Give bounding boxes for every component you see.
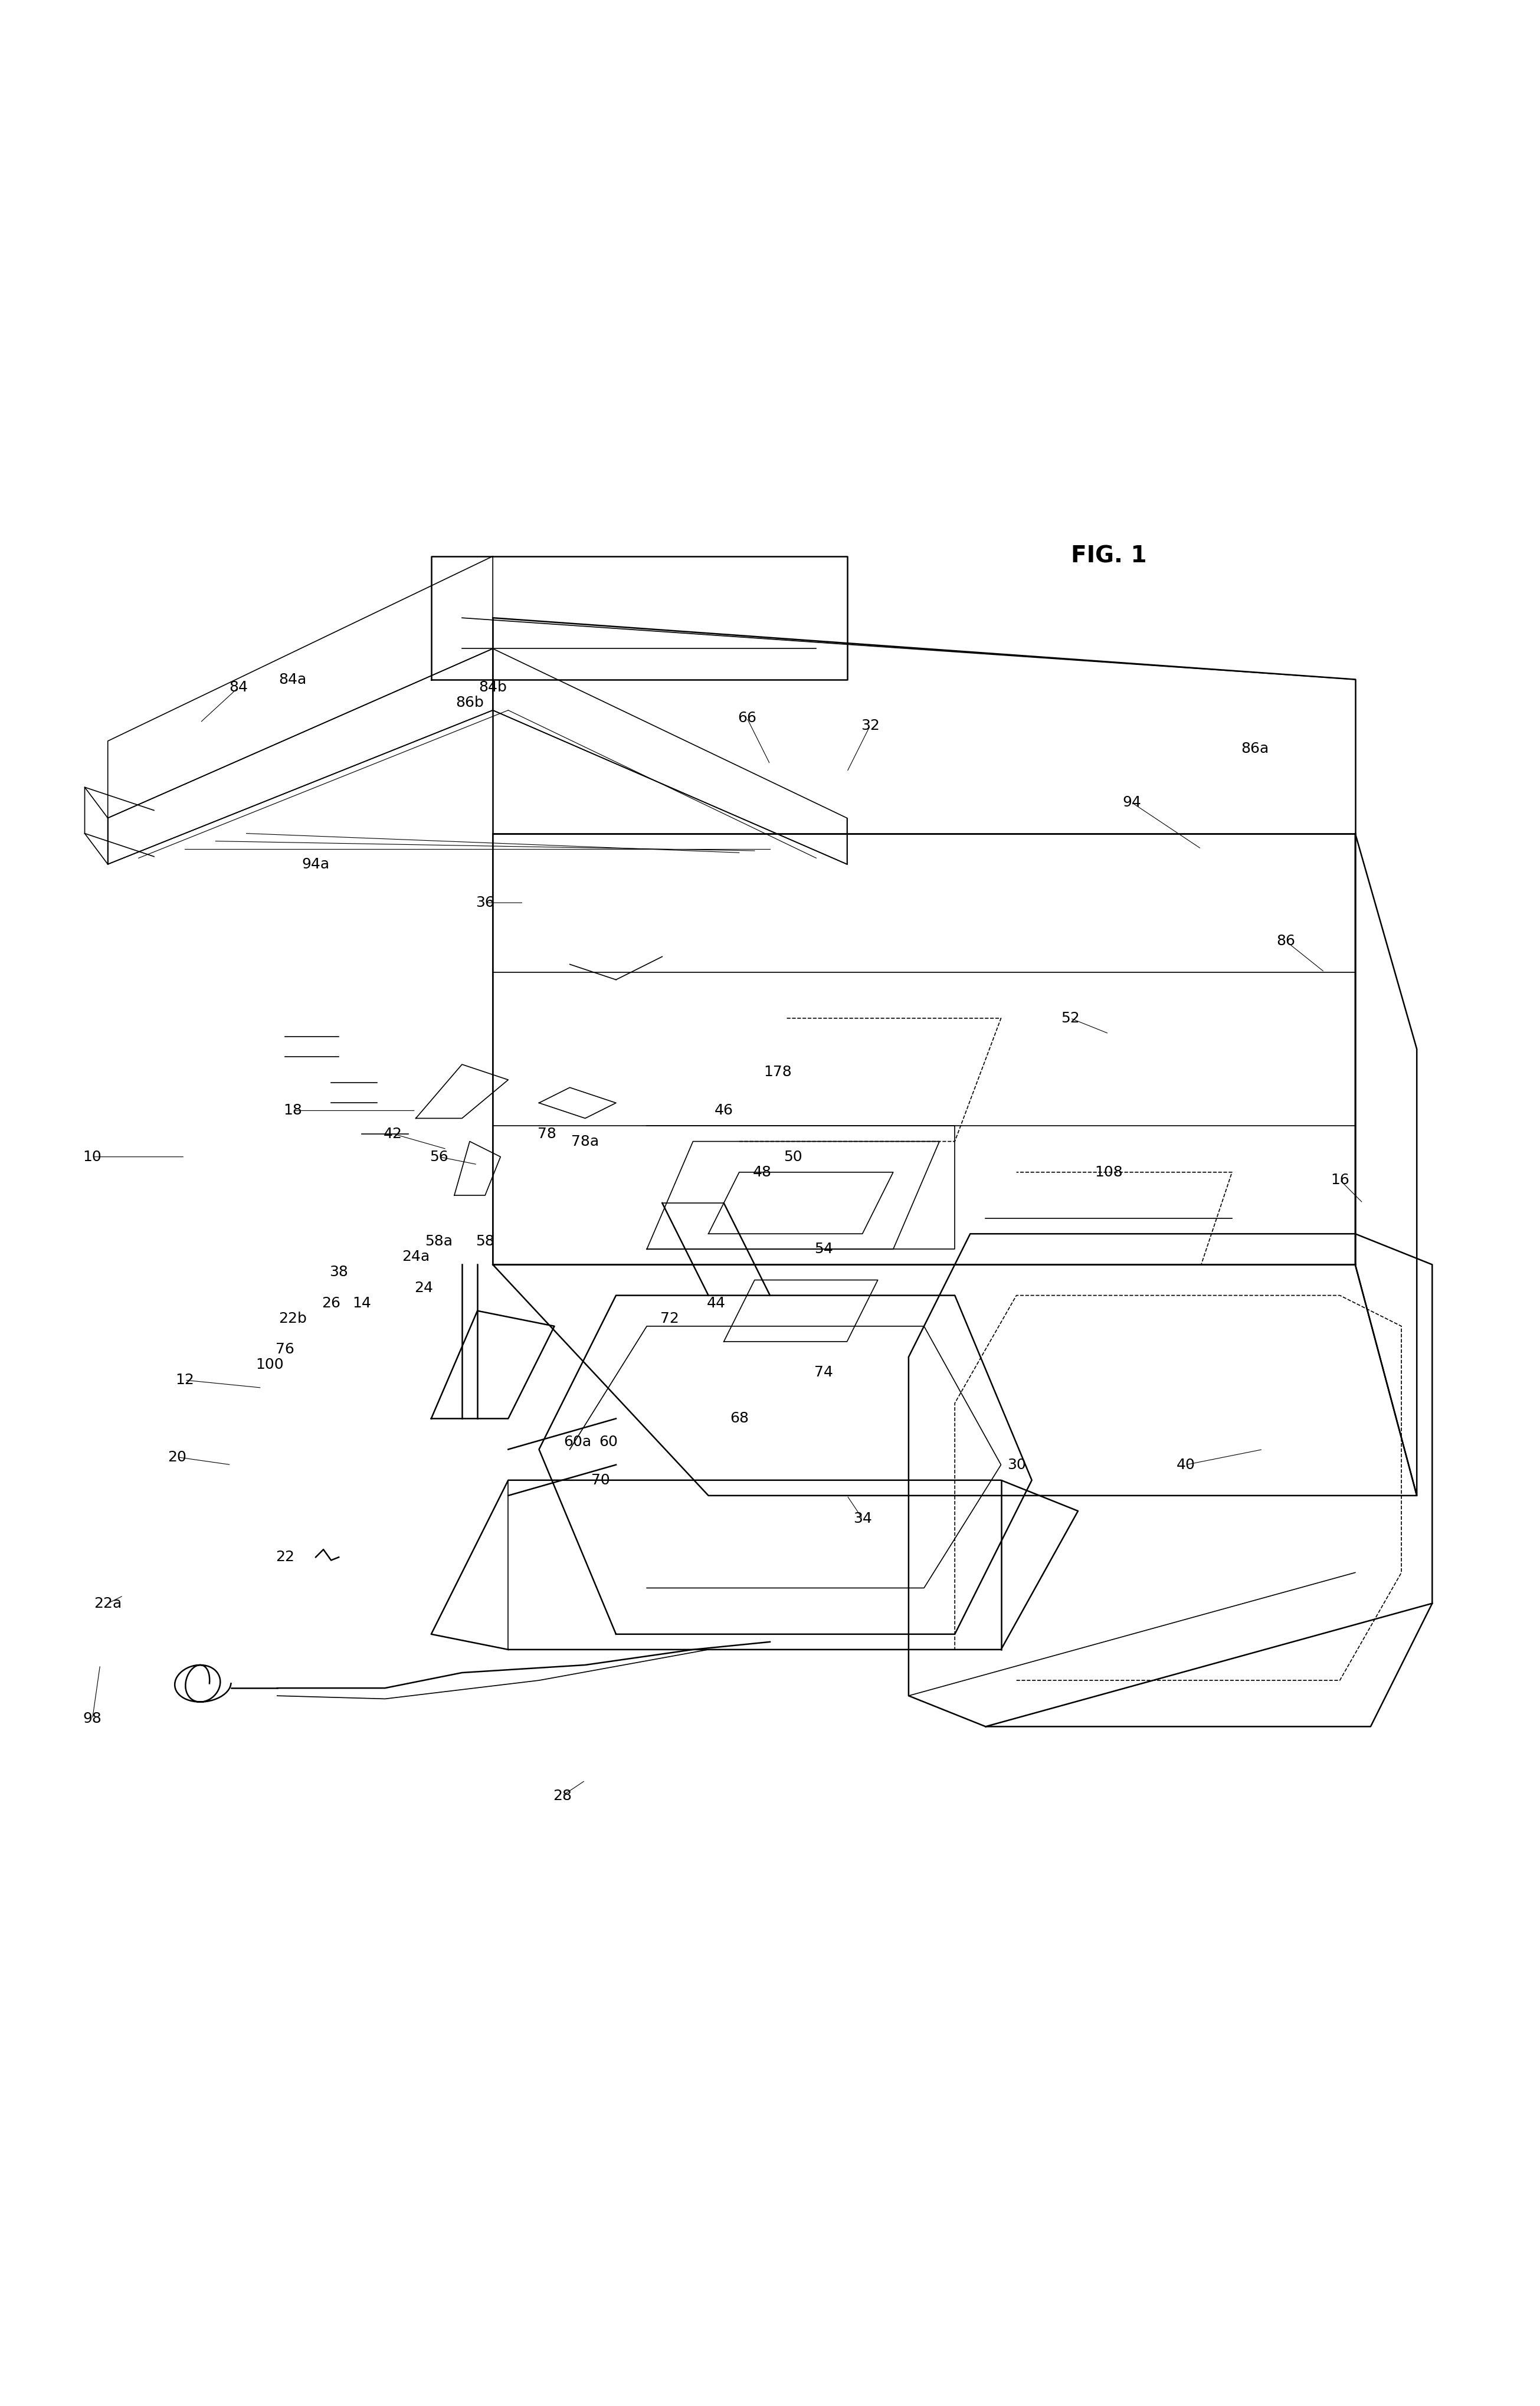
- Text: 78: 78: [537, 1126, 556, 1140]
- Text: 76: 76: [276, 1343, 294, 1357]
- Text: 70: 70: [591, 1472, 610, 1487]
- Text: 60: 60: [599, 1434, 618, 1448]
- Text: 178: 178: [764, 1066, 792, 1080]
- Text: 86a: 86a: [1241, 741, 1269, 755]
- Text: 28: 28: [553, 1788, 571, 1802]
- Text: 48: 48: [753, 1165, 772, 1179]
- Text: 84b: 84b: [479, 681, 507, 695]
- Text: 12: 12: [176, 1374, 194, 1388]
- Text: 98: 98: [83, 1711, 102, 1725]
- Text: 72: 72: [661, 1311, 679, 1326]
- Text: 34: 34: [853, 1511, 872, 1525]
- Text: 26: 26: [322, 1297, 340, 1311]
- Text: 40: 40: [1177, 1458, 1195, 1472]
- Text: 108: 108: [1095, 1165, 1123, 1179]
- Text: 86b: 86b: [456, 695, 484, 710]
- Text: 60a: 60a: [564, 1434, 591, 1448]
- Text: 18: 18: [283, 1104, 302, 1119]
- Text: FIG. 1: FIG. 1: [1070, 546, 1147, 568]
- Text: 84: 84: [229, 681, 248, 695]
- Text: 54: 54: [815, 1241, 833, 1256]
- Text: 22a: 22a: [94, 1595, 122, 1610]
- Text: 46: 46: [715, 1104, 733, 1119]
- Text: 68: 68: [730, 1412, 748, 1427]
- Text: 38: 38: [330, 1266, 348, 1280]
- Text: 56: 56: [430, 1150, 448, 1165]
- Text: 30: 30: [1007, 1458, 1026, 1472]
- Text: 24: 24: [414, 1280, 433, 1294]
- Text: 14: 14: [353, 1297, 371, 1311]
- Text: 100: 100: [256, 1357, 283, 1371]
- Text: 42: 42: [383, 1126, 402, 1140]
- Text: 58: 58: [476, 1234, 494, 1249]
- Text: 22b: 22b: [279, 1311, 306, 1326]
- Text: 58a: 58a: [425, 1234, 453, 1249]
- Text: 86: 86: [1277, 934, 1295, 948]
- Text: 20: 20: [168, 1451, 186, 1465]
- Text: 22: 22: [276, 1549, 294, 1564]
- Text: 50: 50: [784, 1150, 802, 1165]
- Text: 66: 66: [738, 710, 756, 724]
- Text: 32: 32: [861, 719, 879, 734]
- Text: 52: 52: [1061, 1011, 1080, 1025]
- Text: 78a: 78a: [571, 1133, 599, 1148]
- Text: 84a: 84a: [279, 671, 306, 686]
- Text: 16: 16: [1331, 1172, 1349, 1186]
- Text: 24a: 24a: [402, 1249, 430, 1263]
- Text: 44: 44: [707, 1297, 725, 1311]
- Text: 94a: 94a: [302, 857, 330, 871]
- Text: 74: 74: [815, 1364, 833, 1379]
- Text: 10: 10: [83, 1150, 102, 1165]
- Text: 36: 36: [476, 895, 494, 909]
- Text: 94: 94: [1123, 796, 1141, 811]
